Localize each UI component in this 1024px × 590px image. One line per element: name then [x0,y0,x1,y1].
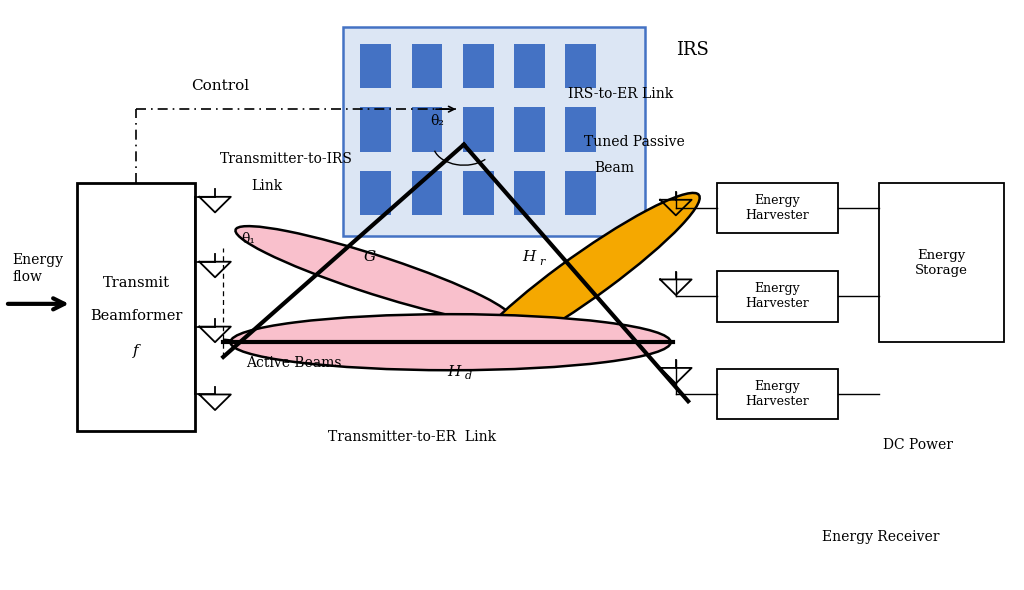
Text: d: d [465,371,472,381]
Bar [717,271,838,322]
Text: Energy
Harvester: Energy Harvester [745,194,809,222]
Text: G: G [364,250,376,264]
Ellipse shape [468,193,699,362]
Bar [412,171,442,215]
Bar [717,369,838,419]
Text: Transmit: Transmit [102,276,170,290]
Bar [565,107,596,152]
Bar [412,44,442,88]
Text: Link: Link [251,179,283,193]
Text: θ₁: θ₁ [242,232,256,246]
Bar [463,44,494,88]
Bar [514,171,545,215]
Text: Active Beams: Active Beams [246,356,341,370]
Bar [412,107,442,152]
Text: IRS-to-ER Link: IRS-to-ER Link [568,87,674,101]
Bar [77,183,195,431]
Text: Transmitter-to-IRS: Transmitter-to-IRS [220,152,353,166]
Bar [514,44,545,88]
Text: Tuned Passive: Tuned Passive [584,135,684,149]
Bar [879,183,1004,342]
Bar [343,27,645,236]
Text: Energy
Harvester: Energy Harvester [745,283,809,310]
Bar [565,171,596,215]
Text: Beam: Beam [594,161,634,175]
Text: r: r [540,257,545,267]
Text: IRS: IRS [676,41,709,59]
Bar [717,183,838,233]
Ellipse shape [230,314,671,371]
Text: Beamformer: Beamformer [90,309,182,323]
Bar [360,107,391,152]
Text: Control: Control [191,78,249,93]
Text: Energy
Storage: Energy Storage [914,248,968,277]
Text: Transmitter-to-ER  Link: Transmitter-to-ER Link [328,430,496,444]
Text: H: H [447,365,461,379]
Text: Energy
Harvester: Energy Harvester [745,380,809,408]
Bar [514,107,545,152]
Text: DC Power: DC Power [883,438,952,453]
Text: f: f [133,344,139,358]
Text: Energy Receiver: Energy Receiver [822,530,939,544]
Bar [463,171,494,215]
Bar [360,171,391,215]
Ellipse shape [236,226,512,323]
Text: θ₂: θ₂ [430,114,444,128]
Bar [360,44,391,88]
Bar [565,44,596,88]
Text: H: H [522,250,536,264]
Text: Energy
flow: Energy flow [12,253,63,284]
Bar [463,107,494,152]
